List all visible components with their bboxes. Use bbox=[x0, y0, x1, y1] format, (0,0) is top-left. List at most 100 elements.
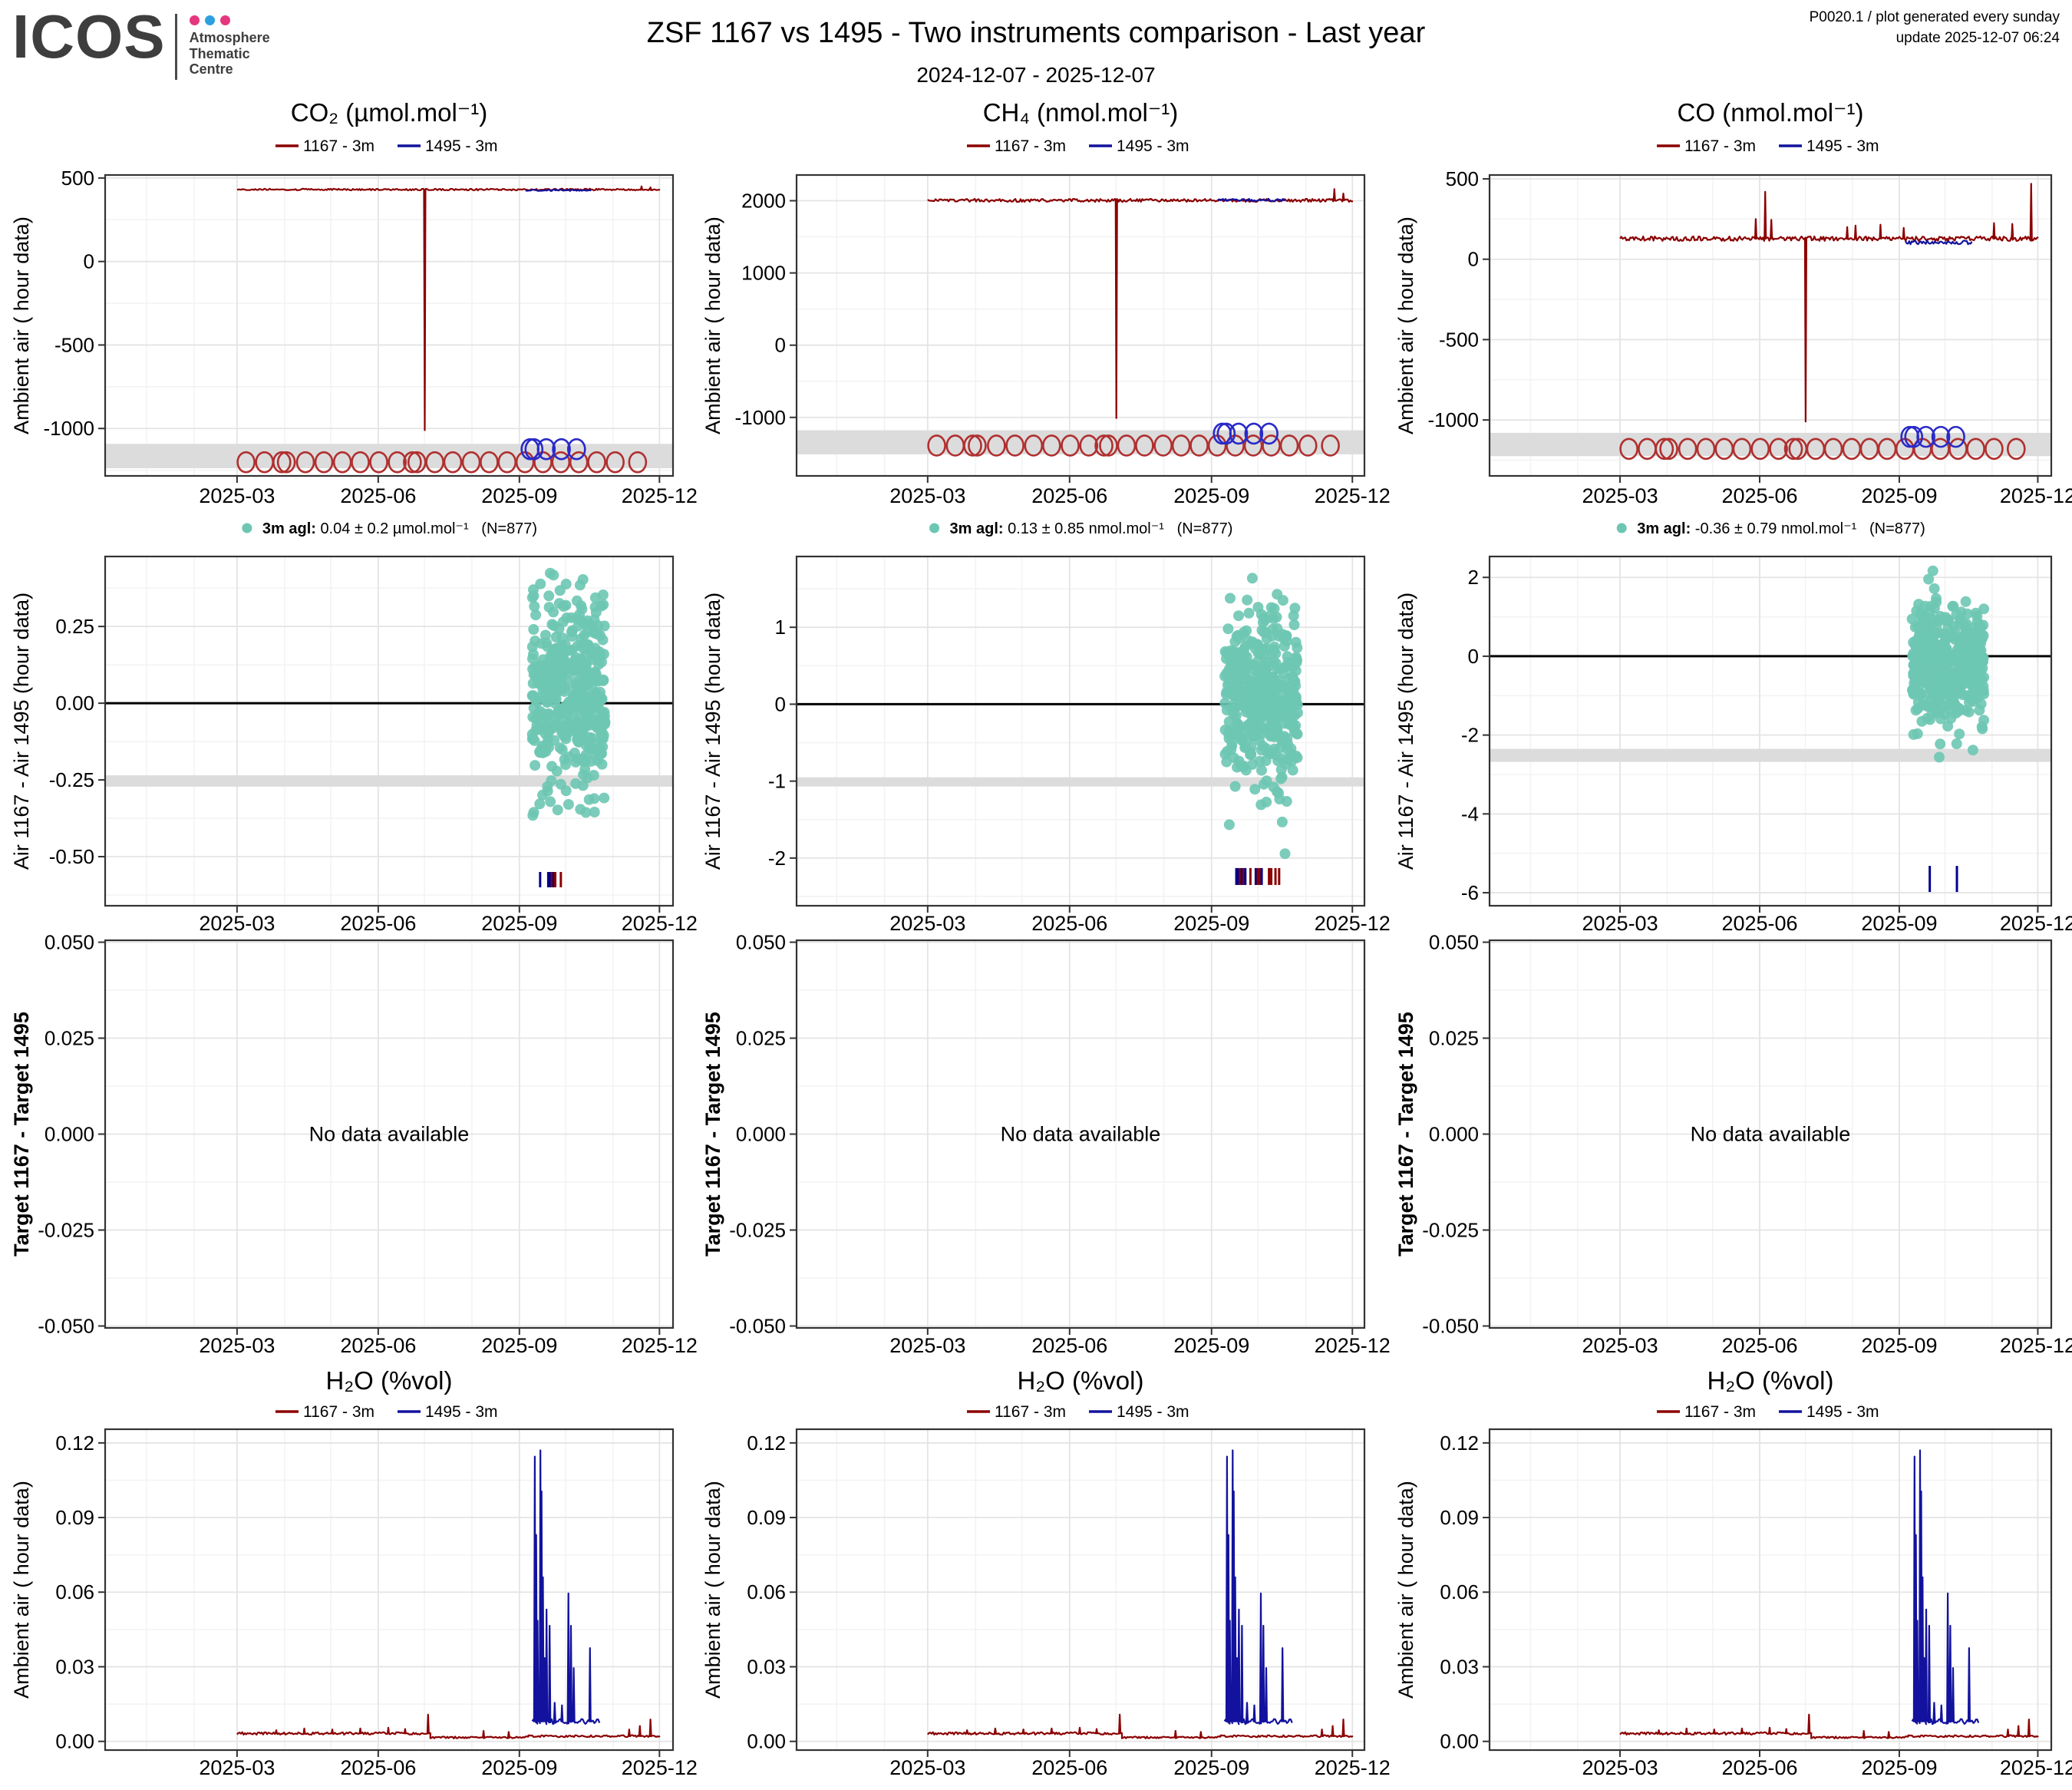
svg-text:0.00: 0.00 bbox=[55, 692, 94, 715]
svg-text:-4: -4 bbox=[1461, 802, 1479, 825]
svg-text:1495 - 3m: 1495 - 3m bbox=[1117, 137, 1189, 155]
svg-text:2025-03: 2025-03 bbox=[1582, 484, 1658, 507]
svg-text:2025-06: 2025-06 bbox=[340, 1334, 416, 1357]
svg-text:2025-03: 2025-03 bbox=[889, 1756, 965, 1779]
panel-co-target-diff: 0.050 0.025 0.000 -0.025 -0.050 2025-03 2025-0… bbox=[1394, 931, 2072, 1358]
logo-divider bbox=[174, 14, 177, 80]
svg-text:2000: 2000 bbox=[741, 189, 786, 212]
svg-text:2025-09: 2025-09 bbox=[1173, 1756, 1249, 1779]
svg-text:2025-09: 2025-09 bbox=[1173, 484, 1249, 507]
svg-text:2: 2 bbox=[1468, 566, 1479, 589]
svg-text:0.06: 0.06 bbox=[747, 1580, 786, 1603]
svg-text:Ambient air ( hour data): Ambient air ( hour data) bbox=[10, 216, 33, 434]
svg-text:2025-03: 2025-03 bbox=[199, 484, 275, 507]
svg-text:-0.050: -0.050 bbox=[38, 1315, 94, 1338]
panel-h2o-3: 0.12 0.09 0.06 0.03 0.00 2025-03 2025-06 2025-0… bbox=[1394, 1366, 2072, 1779]
svg-text:0.050: 0.050 bbox=[45, 931, 94, 954]
svg-text:2025-06: 2025-06 bbox=[1721, 912, 1797, 935]
svg-text:2025-06: 2025-06 bbox=[1721, 1334, 1797, 1357]
svg-text:Ambient air ( hour data): Ambient air ( hour data) bbox=[701, 1481, 724, 1699]
svg-text:2025-06: 2025-06 bbox=[1031, 1756, 1107, 1779]
svg-text:Target 1167 - Target 1495: Target 1167 - Target 1495 bbox=[10, 1012, 33, 1257]
svg-text:0.03: 0.03 bbox=[55, 1655, 94, 1678]
svg-text:-500: -500 bbox=[1439, 328, 1479, 351]
svg-text:2025-06: 2025-06 bbox=[1031, 1334, 1107, 1357]
svg-text:Air 1167 - Air 1495 (hour data: Air 1167 - Air 1495 (hour data) bbox=[1394, 593, 1417, 870]
logo-subtitle-line2: Thematic bbox=[189, 45, 250, 61]
svg-text:1167 - 3m: 1167 - 3m bbox=[1684, 1403, 1756, 1421]
svg-text:2025-03: 2025-03 bbox=[199, 912, 275, 935]
logo-subtitle: Atmosphere Thematic Centre bbox=[190, 30, 270, 78]
svg-text:2025-12: 2025-12 bbox=[622, 912, 698, 935]
panel-co2-air-diff: 0.25 0.00 -0.25 -0.50 2025-03 2025-06 2025-09 2… bbox=[10, 520, 698, 935]
svg-text:0.25: 0.25 bbox=[55, 615, 94, 638]
svg-text:0.03: 0.03 bbox=[1440, 1655, 1479, 1678]
svg-text:1495 - 3m: 1495 - 3m bbox=[425, 137, 498, 155]
svg-text:2025-12: 2025-12 bbox=[1315, 484, 1391, 507]
svg-text:2025-09: 2025-09 bbox=[481, 484, 557, 507]
svg-text:2025-12: 2025-12 bbox=[622, 484, 698, 507]
svg-text:Ambient air ( hour data): Ambient air ( hour data) bbox=[10, 1481, 33, 1699]
svg-text:500: 500 bbox=[61, 167, 94, 190]
logo-subtitle-line1: Atmosphere bbox=[189, 30, 270, 45]
svg-text:0.025: 0.025 bbox=[45, 1027, 94, 1050]
icos-logo: ICOS Atmosphere Thematic Centre bbox=[12, 2, 270, 80]
svg-text:CH₄ (nmol.mol⁻¹): CH₄ (nmol.mol⁻¹) bbox=[983, 98, 1179, 127]
svg-text:Ambient air ( hour data): Ambient air ( hour data) bbox=[1394, 216, 1417, 434]
svg-text:-1: -1 bbox=[768, 770, 786, 793]
svg-text:2025-06: 2025-06 bbox=[1031, 912, 1107, 935]
svg-text:1167 - 3m: 1167 - 3m bbox=[995, 1403, 1066, 1421]
svg-text:H₂O (%vol): H₂O (%vol) bbox=[1707, 1366, 1834, 1395]
svg-text:1000: 1000 bbox=[741, 262, 786, 285]
svg-text:0.09: 0.09 bbox=[55, 1506, 94, 1529]
icos-logo-text: ICOS bbox=[12, 2, 166, 71]
panel-co-ambient: 500 0 -500 -1000 2025-03 2025-06 2025-09 2025-1… bbox=[1394, 98, 2072, 507]
svg-text:2025-03: 2025-03 bbox=[889, 912, 965, 935]
svg-text:H₂O (%vol): H₂O (%vol) bbox=[326, 1366, 453, 1395]
logo-right-block: Atmosphere Thematic Centre bbox=[189, 15, 270, 78]
plot-meta-line2: update 2025-12-07 06:24 bbox=[1895, 29, 2060, 46]
svg-text:1495 - 3m: 1495 - 3m bbox=[1117, 1403, 1189, 1421]
svg-text:1167 - 3m: 1167 - 3m bbox=[1684, 137, 1756, 155]
svg-text:-2: -2 bbox=[768, 847, 786, 870]
svg-text:3m agl: 0.04 ± 0.2 µmol.mol⁻¹: 3m agl: 0.04 ± 0.2 µmol.mol⁻¹ (N=877) bbox=[262, 520, 537, 537]
panel-co2-ambient: 500 0 -500 -1000 2025-03 2025-06 2025-09 2025-1… bbox=[10, 98, 698, 507]
logo-dot-blue bbox=[204, 15, 215, 25]
page-date-range: 2024-12-07 - 2025-12-07 bbox=[916, 63, 1156, 87]
svg-text:2025-09: 2025-09 bbox=[481, 912, 557, 935]
svg-text:2025-03: 2025-03 bbox=[199, 1334, 275, 1357]
svg-text:No data available: No data available bbox=[1001, 1123, 1161, 1146]
svg-text:-1000: -1000 bbox=[44, 417, 95, 440]
svg-text:-0.025: -0.025 bbox=[729, 1219, 786, 1242]
panel-h2o-1: 0.12 0.09 0.06 0.03 0.00 2025-03 2025-06 2025-0… bbox=[10, 1366, 698, 1779]
svg-text:2025-06: 2025-06 bbox=[1721, 1756, 1797, 1779]
svg-text:2025-09: 2025-09 bbox=[1861, 1756, 1937, 1779]
svg-text:-0.50: -0.50 bbox=[49, 845, 94, 868]
svg-text:-1000: -1000 bbox=[735, 406, 787, 429]
svg-text:0.025: 0.025 bbox=[1429, 1027, 1479, 1050]
svg-text:2025-03: 2025-03 bbox=[199, 1756, 275, 1779]
svg-text:2025-06: 2025-06 bbox=[340, 484, 416, 507]
svg-text:0.09: 0.09 bbox=[1440, 1506, 1479, 1529]
svg-text:H₂O (%vol): H₂O (%vol) bbox=[1018, 1366, 1144, 1395]
svg-text:-1000: -1000 bbox=[1428, 408, 1480, 431]
logo-subtitle-line3: Centre bbox=[189, 61, 233, 78]
svg-text:2025-03: 2025-03 bbox=[1582, 1334, 1658, 1357]
svg-text:2025-12: 2025-12 bbox=[1315, 1334, 1391, 1357]
svg-text:Target 1167 - Target 1495: Target 1167 - Target 1495 bbox=[701, 1012, 724, 1257]
panel-ch4-ambient: 2000 1000 0 -1000 2025-03 2025-06 2025-09 2025-… bbox=[701, 98, 1391, 507]
panel-ch4-target-diff: 0.050 0.025 0.000 -0.025 -0.050 2025-03 2025-0… bbox=[701, 931, 1391, 1358]
svg-text:2025-12: 2025-12 bbox=[2000, 1756, 2072, 1779]
svg-text:0.12: 0.12 bbox=[1440, 1432, 1479, 1455]
svg-text:0.00: 0.00 bbox=[55, 1730, 94, 1753]
svg-text:0.050: 0.050 bbox=[736, 931, 786, 954]
svg-text:0: 0 bbox=[1468, 248, 1479, 271]
svg-text:0: 0 bbox=[1468, 645, 1479, 668]
svg-text:-0.050: -0.050 bbox=[729, 1315, 786, 1338]
page-title: ZSF 1167 vs 1495 - Two instruments compa… bbox=[646, 17, 1426, 49]
svg-text:2025-03: 2025-03 bbox=[1582, 1756, 1658, 1779]
svg-text:-0.025: -0.025 bbox=[1422, 1219, 1479, 1242]
svg-text:2025-06: 2025-06 bbox=[1721, 484, 1797, 507]
svg-text:2025-06: 2025-06 bbox=[1031, 484, 1107, 507]
